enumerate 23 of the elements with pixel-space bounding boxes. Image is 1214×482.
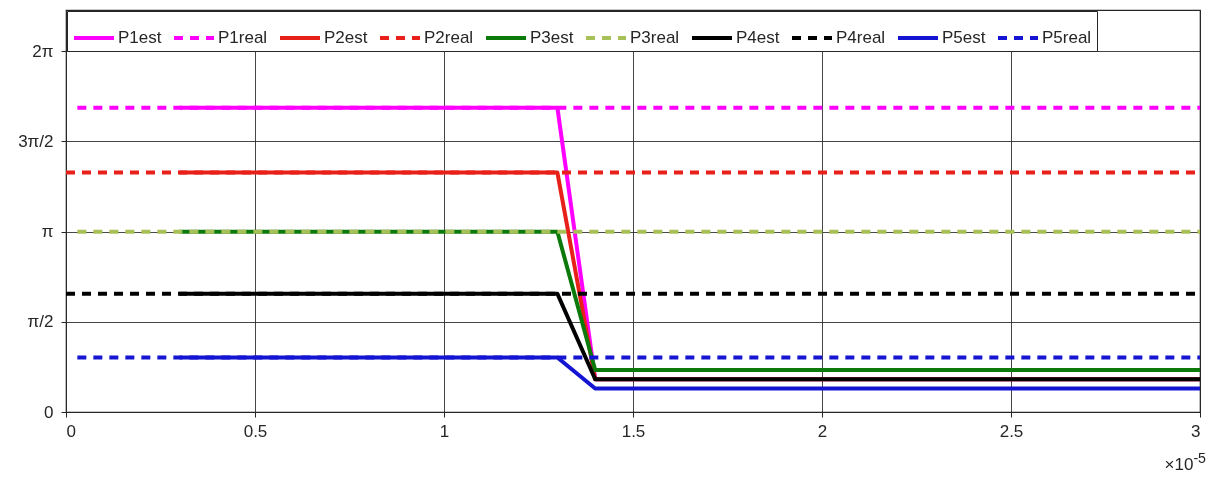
- legend-label: P5real: [1042, 28, 1092, 47]
- y-tick-label: π: [41, 222, 54, 242]
- x-tick-label: 1.5: [621, 421, 646, 441]
- y-tick-label: 3π/2: [18, 131, 54, 151]
- legend-label: P3est: [530, 28, 574, 47]
- legend-label: P5est: [942, 28, 986, 47]
- x-tick-label: 3: [1191, 421, 1201, 441]
- legend-label: P3real: [630, 28, 680, 47]
- y-tick-label: 2π: [32, 41, 54, 61]
- x-tick-label: 2.5: [999, 421, 1024, 441]
- text: ×10$^{-5}$: [1164, 450, 1206, 475]
- legend-label: P4est: [736, 28, 780, 47]
- y-tick-label: π/2: [27, 312, 54, 332]
- x-tick-label: 0.5: [243, 421, 268, 441]
- legend-label: P1est: [118, 28, 162, 47]
- legend-label: P2est: [324, 28, 368, 47]
- x-tick-label: 2: [817, 421, 828, 441]
- y-tick-label: 0: [44, 402, 54, 422]
- legend-label: P4real: [836, 28, 886, 47]
- x-tick-label: 0: [66, 421, 76, 441]
- legend-label: P1real: [218, 28, 268, 47]
- x-tick-label: 1: [439, 421, 450, 441]
- legend-label: P2real: [424, 28, 474, 47]
